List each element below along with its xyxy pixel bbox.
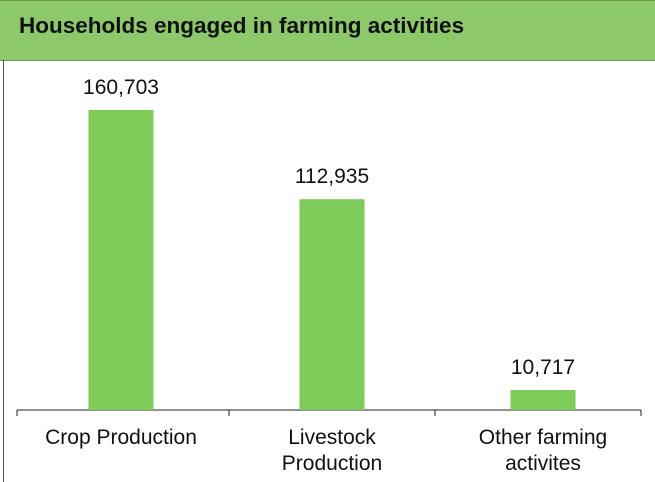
bar-value-label: 112,935 [295, 165, 369, 188]
category-label: Livestock [288, 426, 376, 449]
frame-left-border [3, 60, 4, 482]
bar-value-label: 10,717 [511, 356, 575, 379]
bar [88, 110, 154, 410]
chart-title: Households engaged in farming activities [19, 13, 465, 38]
category-label: activites [505, 452, 581, 475]
category-label: Crop Production [45, 426, 197, 449]
chart-header: Households engaged in farming activities [0, 0, 655, 61]
bar [510, 389, 576, 410]
category-label: Other farming [479, 426, 607, 449]
bar-value-label: 160,703 [83, 76, 159, 99]
category-label: Production [282, 452, 382, 475]
bar [299, 199, 365, 410]
